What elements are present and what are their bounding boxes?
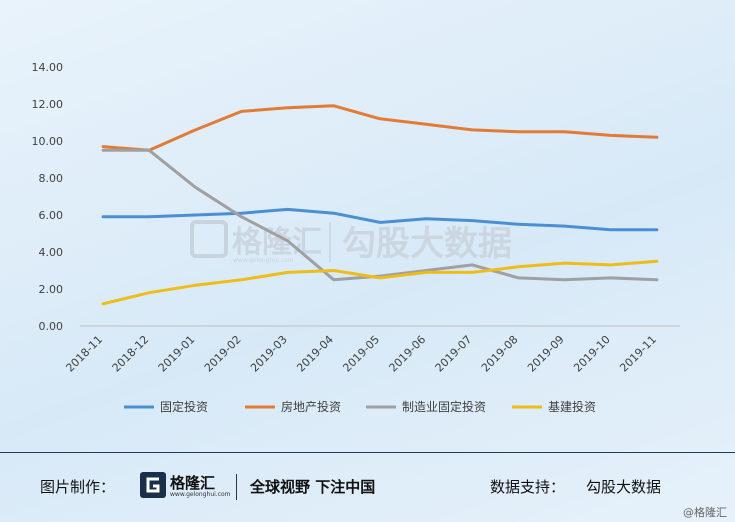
y-tick-label: 2.00 xyxy=(39,283,64,296)
logo-url: www.gelonghui.com xyxy=(170,491,231,498)
x-tick-label: 2019-07 xyxy=(433,333,475,375)
legend: 固定投资 房地产投资 制造业固定投资 基建投资 xyxy=(124,399,596,414)
watermark-brand-sub: www.gelonghui.com xyxy=(233,257,294,264)
logo-name: 格隆汇 xyxy=(170,474,216,492)
slogan: 全球视野 下注中国 xyxy=(250,478,376,496)
footer-separator xyxy=(236,474,237,500)
footer-divider xyxy=(0,452,735,453)
data-support-label: 数据支持： xyxy=(490,478,566,496)
series-line-3 xyxy=(101,148,659,282)
x-tick-label: 2019-11 xyxy=(617,333,659,375)
footer: 图片制作： 格隆汇 www.gelonghui.com 全球视野 下注中国 数据… xyxy=(0,452,735,522)
x-tick-label: 2019-01 xyxy=(156,333,198,375)
series-line-4 xyxy=(101,259,659,306)
y-tick-label: 6.00 xyxy=(39,209,64,222)
line-chart: 格隆汇 www.gelonghui.com 勾股大数据 0.00 2.00 4.00… xyxy=(32,61,680,414)
series-line-2 xyxy=(101,104,659,152)
made-by-label: 图片制作： xyxy=(40,478,116,496)
gelonghui-logo-icon xyxy=(140,472,166,498)
x-tick-label: 2019-05 xyxy=(340,333,382,375)
y-tick-label: 10.00 xyxy=(32,135,64,148)
x-tick-label: 2019-02 xyxy=(202,333,244,375)
series-layer xyxy=(101,104,659,306)
x-tick-label: 2018-11 xyxy=(64,333,106,375)
x-tick-label: 2019-09 xyxy=(525,333,567,375)
x-tick-label: 2019-06 xyxy=(387,333,429,375)
watermark: 格隆汇 www.gelonghui.com 勾股大数据 xyxy=(190,220,512,264)
watermark-logo-icon xyxy=(190,220,228,258)
series-line-1 xyxy=(101,207,659,232)
legend-label: 基建投资 xyxy=(548,399,596,414)
x-tick-label: 2019-03 xyxy=(248,333,290,375)
legend-label: 房地产投资 xyxy=(281,399,341,414)
y-tick-label: 8.00 xyxy=(39,172,64,185)
x-tick-label: 2019-10 xyxy=(571,333,613,375)
y-tick-label: 14.00 xyxy=(32,61,64,74)
data-support-value: 勾股大数据 xyxy=(586,478,662,496)
legend-label: 制造业固定投资 xyxy=(402,399,486,414)
legend-label: 固定投资 xyxy=(160,399,208,414)
y-axis: 0.00 2.00 4.00 6.00 8.00 10.00 12.00 14.00 xyxy=(32,61,64,333)
y-tick-label: 0.00 xyxy=(39,320,64,333)
watermark-brand: 格隆汇 xyxy=(232,225,322,260)
corner-watermark: @格隆汇 xyxy=(683,506,727,519)
y-tick-label: 4.00 xyxy=(39,246,64,259)
y-tick-label: 12.00 xyxy=(32,98,64,111)
x-tick-label: 2019-08 xyxy=(479,333,521,375)
watermark-text: 勾股大数据 xyxy=(342,224,512,264)
x-axis: 2018-11 2018-12 2019-01 2019-02 2019-03 2019-… xyxy=(64,325,680,375)
x-tick-label: 2018-12 xyxy=(110,333,152,375)
x-tick-label: 2019-04 xyxy=(294,333,336,375)
